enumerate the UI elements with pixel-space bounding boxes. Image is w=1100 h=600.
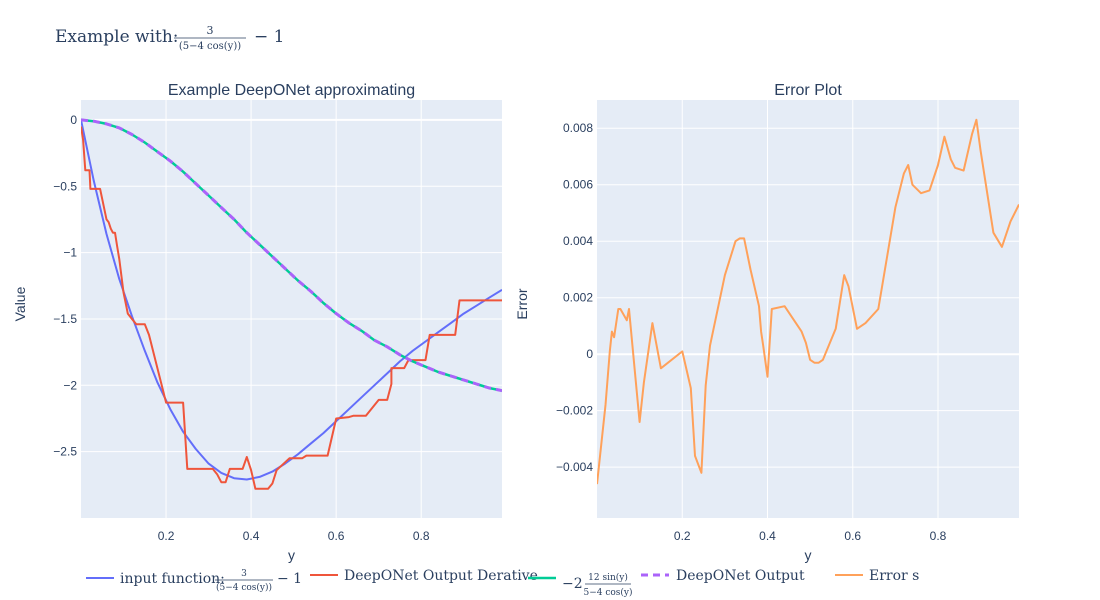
y-axis-label-right: Error bbox=[514, 288, 530, 319]
y-tick-label: 0.002 bbox=[563, 291, 593, 305]
ticks-left: 0.2 0.4 0.6 0.8 0 −0.5 −1 −1.5 −2 −2.5 bbox=[53, 113, 430, 543]
y-tick-label: −0.002 bbox=[556, 404, 593, 418]
series-line-output bbox=[81, 118, 502, 393]
legend-item-error[interactable]: Error s bbox=[835, 568, 919, 584]
x-tick-label: 0.6 bbox=[328, 529, 345, 543]
y-tick-label: −1.5 bbox=[53, 312, 77, 326]
y-tick-label: −1 bbox=[63, 246, 77, 260]
legend-frac-num-input: 3 bbox=[241, 569, 247, 579]
x-axis-label-right: y bbox=[805, 547, 812, 563]
legend-frac-den-input: (5−4 cos(y)) bbox=[216, 582, 272, 593]
figure-title: Example with: 3 (5−4 cos(y)) − 1 bbox=[55, 24, 284, 52]
y-tick-label: 0.004 bbox=[563, 234, 593, 248]
x-tick-label: 0.8 bbox=[930, 529, 947, 543]
x-tick-label: 0.6 bbox=[844, 529, 861, 543]
y-tick-label: −2 bbox=[63, 378, 77, 392]
figure-title-frac-den: (5−4 cos(y)) bbox=[179, 41, 241, 52]
legend-item-analytic[interactable]: −2 12 sin(y) 5−4 cos(y) bbox=[528, 572, 633, 598]
plot-area-right bbox=[597, 100, 1019, 518]
ticks-right: 0.2 0.4 0.6 0.8 0.008 0.006 0.004 0.002 0 −0.002 −… bbox=[556, 121, 947, 543]
x-tick-label: 0.8 bbox=[413, 529, 430, 543]
subplot-left: 0.2 0.4 0.6 0.8 0 −0.5 −1 −1.5 −2 −2.5 Example De… bbox=[12, 82, 502, 563]
x-tick-label: 0.2 bbox=[158, 529, 175, 543]
figure-title-frac-num: 3 bbox=[207, 24, 214, 37]
legend-suffix-input: − 1 bbox=[277, 571, 302, 587]
legend-item-derivative[interactable]: DeepONet Output Derative bbox=[310, 568, 538, 584]
legend[interactable]: input function: 3 (5−4 cos(y)) − 1 DeepO… bbox=[86, 568, 919, 598]
x-tick-label: 0.2 bbox=[674, 529, 691, 543]
y-tick-label: −0.004 bbox=[556, 460, 593, 474]
y-tick-label: 0.006 bbox=[563, 178, 593, 192]
series-line-error bbox=[597, 118, 1019, 485]
y-tick-label: 0.008 bbox=[563, 121, 593, 135]
legend-label-error: Error s bbox=[869, 568, 919, 584]
y-tick-label: 0 bbox=[70, 113, 77, 127]
y-axis-label-left: Value bbox=[12, 286, 28, 321]
plot-area-left bbox=[81, 100, 502, 518]
legend-frac-num-analytic: 12 sin(y) bbox=[588, 572, 628, 583]
series-right bbox=[597, 118, 1019, 485]
series-line-derivative bbox=[81, 126, 502, 490]
grid-left bbox=[81, 100, 502, 518]
series-left bbox=[81, 118, 502, 490]
subplot-right-title: Error Plot bbox=[774, 82, 842, 99]
figure-title-suffix: − 1 bbox=[254, 27, 284, 47]
x-tick-label: 0.4 bbox=[243, 529, 260, 543]
subplot-right: 0.2 0.4 0.6 0.8 0.008 0.006 0.004 0.002 0 −0.002 −… bbox=[514, 82, 1019, 563]
y-tick-label: −2.5 bbox=[53, 445, 77, 459]
legend-frac-den-analytic: 5−4 cos(y) bbox=[583, 587, 632, 598]
x-axis-label-left: y bbox=[288, 547, 295, 563]
legend-label-output: DeepONet Output bbox=[676, 568, 805, 584]
y-tick-label: −0.5 bbox=[53, 179, 77, 193]
subplot-left-title: Example DeepONet approximating bbox=[168, 82, 415, 99]
legend-item-output[interactable]: DeepONet Output bbox=[641, 568, 805, 584]
y-tick-label: 0 bbox=[586, 347, 593, 361]
legend-label-input: input function: bbox=[120, 571, 225, 587]
x-tick-label: 0.4 bbox=[759, 529, 776, 543]
legend-label-derivative: DeepONet Output Derative bbox=[344, 568, 538, 584]
figure-title-prefix: Example with: bbox=[55, 27, 179, 47]
legend-item-input[interactable]: input function: 3 (5−4 cos(y)) − 1 bbox=[86, 569, 302, 593]
legend-label-analytic: −2 bbox=[562, 576, 583, 592]
